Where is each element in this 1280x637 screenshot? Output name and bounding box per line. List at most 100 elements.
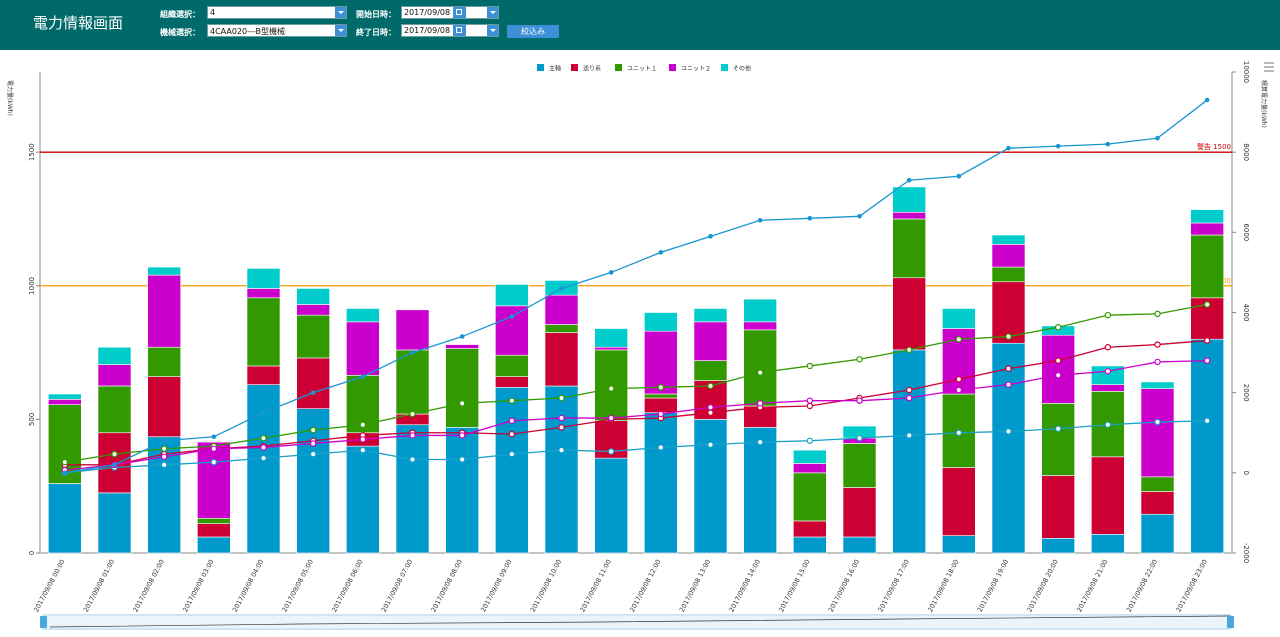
series-point[interactable]	[359, 436, 367, 443]
bar-segment[interactable]	[1190, 209, 1224, 224]
bar-segment[interactable]	[942, 535, 976, 554]
series-point[interactable]	[1005, 381, 1012, 388]
series-point[interactable]	[310, 390, 316, 395]
bar-segment[interactable]	[1140, 491, 1175, 515]
bar-segment[interactable]	[991, 244, 1026, 268]
bar-segment[interactable]	[246, 288, 281, 299]
bar-segment[interactable]	[147, 346, 181, 377]
series-point[interactable]	[558, 424, 565, 431]
chevron-down-icon[interactable]	[487, 25, 498, 36]
series-point[interactable]	[260, 454, 267, 462]
end-date-field[interactable]: 2017/09/08	[401, 24, 499, 37]
bar-segment[interactable]	[892, 218, 926, 279]
calendar-icon[interactable]	[453, 7, 466, 18]
legend-swatch[interactable]	[721, 64, 728, 71]
bar-segment[interactable]	[644, 412, 678, 554]
series-point[interactable]	[409, 456, 416, 463]
bar-segment[interactable]	[97, 492, 132, 554]
bar-segment[interactable]	[1091, 365, 1125, 385]
bar-segment[interactable]	[544, 324, 579, 333]
machine-select[interactable]: 4CAA020---B型機械	[207, 24, 347, 37]
bar-segment[interactable]	[495, 354, 529, 377]
series-point[interactable]	[707, 382, 714, 390]
bar-segment[interactable]	[892, 277, 926, 351]
bar-segment[interactable]	[296, 314, 330, 359]
bar-segment[interactable]	[97, 346, 132, 365]
bar-segment[interactable]	[594, 328, 628, 348]
series-point[interactable]	[1203, 357, 1211, 364]
series-point[interactable]	[1155, 135, 1160, 141]
series-point[interactable]	[508, 417, 516, 424]
series-point[interactable]	[61, 458, 69, 466]
series-point[interactable]	[955, 336, 963, 343]
series-point[interactable]	[558, 394, 565, 402]
calendar-icon[interactable]	[453, 25, 466, 36]
series-point[interactable]	[260, 444, 267, 451]
series-point[interactable]	[1104, 311, 1112, 319]
bar-segment[interactable]	[1041, 475, 1075, 539]
series-point[interactable]	[856, 434, 863, 442]
bar-segment[interactable]	[346, 321, 380, 376]
bar-segment[interactable]	[48, 483, 82, 554]
series-point[interactable]	[906, 177, 912, 183]
bar-segment[interactable]	[693, 360, 728, 381]
series-point[interactable]	[757, 218, 763, 223]
bar-segment[interactable]	[97, 364, 132, 387]
series-point[interactable]	[1154, 418, 1161, 426]
bar-segment[interactable]	[147, 274, 181, 348]
bar-segment[interactable]	[892, 186, 926, 213]
bar-segment[interactable]	[842, 443, 877, 488]
bar-segment[interactable]	[246, 365, 281, 385]
legend-label[interactable]: 送り系	[583, 65, 601, 73]
series-point[interactable]	[657, 444, 665, 451]
bar-segment[interactable]	[495, 387, 529, 554]
bar-segment[interactable]	[793, 536, 827, 554]
series-point[interactable]	[1203, 301, 1211, 308]
bar-segment[interactable]	[1140, 381, 1175, 389]
series-point[interactable]	[657, 384, 665, 391]
series-point[interactable]	[1005, 333, 1012, 340]
bar-segment[interactable]	[197, 441, 231, 519]
series-point[interactable]	[1054, 425, 1062, 432]
series-point[interactable]	[905, 386, 913, 394]
series-point[interactable]	[1204, 97, 1210, 103]
series-point[interactable]	[806, 402, 814, 410]
chevron-down-icon[interactable]	[487, 7, 498, 18]
series-point[interactable]	[1154, 310, 1161, 318]
series-point[interactable]	[1054, 372, 1062, 379]
bar-segment[interactable]	[495, 305, 529, 356]
series-point[interactable]	[508, 397, 516, 404]
bar-segment[interactable]	[346, 445, 380, 554]
series-point[interactable]	[458, 456, 466, 463]
series-point[interactable]	[607, 448, 615, 455]
bar-segment[interactable]	[197, 536, 231, 554]
bar-segment[interactable]	[346, 308, 380, 323]
bar-segment[interactable]	[644, 397, 678, 414]
series-point[interactable]	[707, 409, 714, 416]
bar-segment[interactable]	[495, 284, 529, 307]
filter-button[interactable]: 絞込み	[507, 25, 559, 38]
series-point[interactable]	[111, 450, 118, 458]
series-point[interactable]	[607, 414, 615, 422]
series-point[interactable]	[410, 350, 415, 355]
org-select[interactable]: 4	[207, 6, 347, 19]
bar-segment[interactable]	[395, 309, 430, 351]
series-point[interactable]	[756, 369, 764, 376]
bar-segment[interactable]	[1091, 384, 1125, 392]
series-point[interactable]	[806, 362, 814, 370]
series-point[interactable]	[708, 234, 713, 239]
bar-segment[interactable]	[395, 424, 430, 554]
series-point[interactable]	[558, 414, 565, 422]
bar-segment[interactable]	[793, 463, 827, 474]
bar-segment[interactable]	[246, 297, 281, 367]
series-point[interactable]	[1005, 428, 1012, 435]
series-point[interactable]	[360, 374, 366, 379]
series-point[interactable]	[161, 438, 167, 444]
series-point[interactable]	[1203, 337, 1211, 344]
series-point[interactable]	[458, 432, 466, 439]
bar-segment[interactable]	[445, 348, 479, 428]
series-point[interactable]	[508, 430, 516, 438]
bar-segment[interactable]	[942, 467, 976, 536]
bar-segment[interactable]	[48, 393, 82, 400]
series-point[interactable]	[905, 346, 913, 354]
